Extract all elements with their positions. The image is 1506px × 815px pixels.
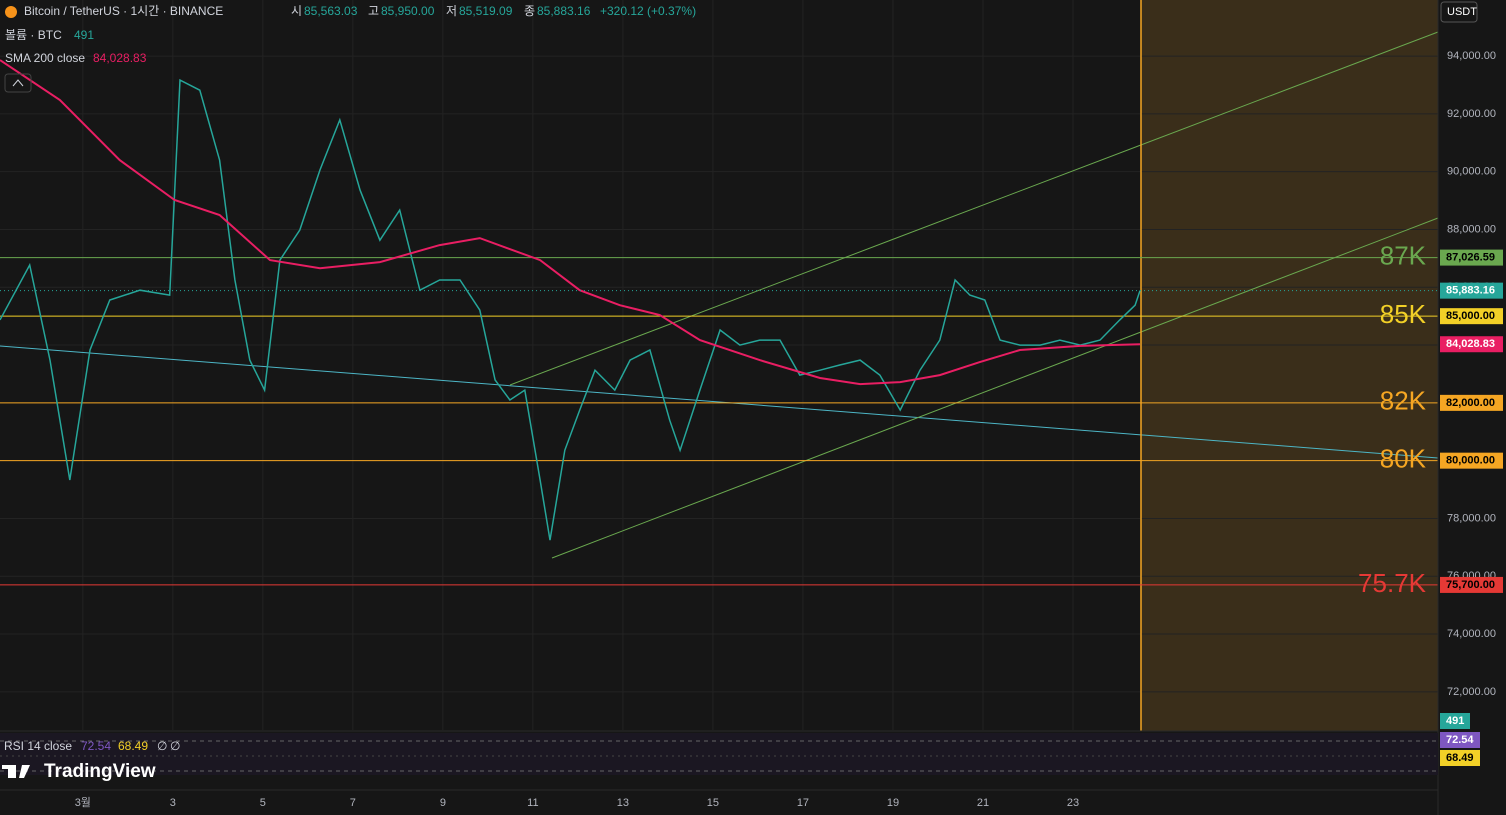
rsi-badge [1440,732,1480,748]
sma-label: SMA 200 close [5,51,85,65]
level-badge-text: 80,000.00 [1446,455,1495,467]
rsi-value: 72.54 [81,739,111,753]
y-tick-label: 78,000.00 [1447,512,1496,524]
volume-badge-text: 491 [1446,715,1464,727]
y-tick-label: 92,000.00 [1447,108,1496,120]
x-tick-label: 5 [260,797,266,809]
sma-value: 84,028.83 [93,51,147,65]
plot: 87K 85K 82K 80K 75.7K [0,59,1438,598]
x-tick-label: 19 [887,797,899,809]
rsi-na: ∅ [170,739,180,753]
low-label: 저 [446,4,457,18]
level-badge [1440,394,1503,411]
level-label: 75.7K [1358,568,1427,598]
x-tick-label: 3 [170,797,176,809]
level-label: 82K [1380,386,1427,416]
series-line [0,59,1141,386]
logo-mark [8,765,16,778]
volume-label: 볼륨 · BTC [5,28,62,42]
rsi-pane [0,733,1438,775]
currency-box[interactable] [1440,1,1478,23]
rsi-ma-badge-text: 68.49 [1446,752,1474,764]
high-value: 85,950.00 [381,4,435,18]
x-tick-label: 21 [977,797,989,809]
level-label: 80K [1380,444,1427,474]
rsi-ma-badge [1440,750,1480,766]
x-tick-label: 17 [797,797,809,809]
open-label: 시 [291,4,302,18]
x-tick-label: 11 [527,797,538,809]
channel-upper [509,31,1439,386]
volume-value: 491 [74,28,94,42]
rsi-badge-text: 72.54 [1446,734,1474,746]
level-badge [1440,452,1503,469]
brand: TradingView [44,761,156,782]
y-tick-label: 88,000.00 [1447,223,1496,235]
close-value: 85,883.16 [537,4,591,18]
collapse-button[interactable] [4,73,32,93]
rsi-ma-value: 68.49 [118,739,148,753]
level-badge-text: 85,000.00 [1446,310,1495,322]
rsi-na: ∅ [157,739,167,753]
level-label: 85K [1380,299,1427,329]
current-price-badge [1440,282,1503,299]
coin-icon [5,6,17,18]
level-badge [1440,308,1503,325]
x-tick-label: 7 [350,797,356,809]
sma-badge-text: 84,028.83 [1446,338,1495,350]
symbol: Bitcoin / TetherUS · 1시간 · BINANCE [24,4,223,18]
level-badge [1440,249,1503,266]
rsi-label: RSI 14 close [4,739,72,753]
x-tick-label: 23 [1067,797,1079,809]
future-zone [1141,0,1438,731]
channel-lower [551,217,1439,559]
volume-badge [1440,713,1470,729]
change: +320.12 (+0.37%) [600,4,696,18]
y-tick-label: 74,000.00 [1447,628,1496,640]
logo-mark [2,765,30,778]
x-tick-label: 15 [707,797,719,809]
close-label: 종 [524,4,535,18]
y-tick-label: 94,000.00 [1447,50,1496,62]
sma-badge [1440,336,1503,353]
level-badge-text: 82,000.00 [1446,397,1495,409]
x-tick-label: 3월 [75,796,91,809]
current-price-text: 85,883.16 [1446,285,1495,297]
level-label: 87K [1380,240,1427,270]
x-tick-label: 9 [440,797,446,809]
collapse-icon [12,79,24,87]
y-tick-label: 90,000.00 [1447,166,1496,178]
y-tick-label: 72,000.00 [1447,686,1496,698]
trendline [0,345,1439,459]
series-line [0,78,1141,541]
x-tick-label: 13 [617,797,629,809]
currency: USDT [1447,6,1477,18]
level-badge-text: 87,026.59 [1446,251,1495,263]
high-label: 고 [368,4,379,18]
low-value: 85,519.09 [459,4,513,18]
level-badge-text: 75,700.00 [1446,579,1495,591]
open-value: 85,563.03 [304,4,358,18]
level-badge [1440,576,1503,593]
